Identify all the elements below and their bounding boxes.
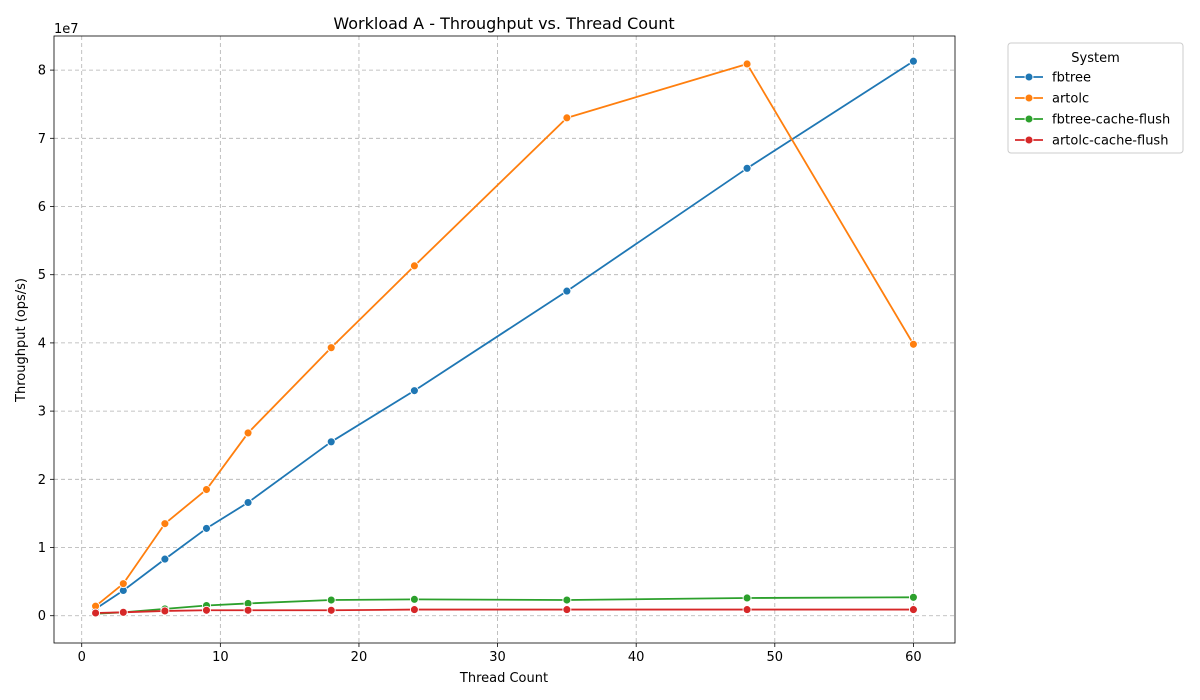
data-point-artolc-cache-flush [91,608,101,618]
series-line-fbtree [95,60,914,610]
data-point-fbtree [243,498,253,507]
legend-label-artolc-cache-flush: artolc-cache-flush [1052,134,1168,149]
data-point-fbtree [562,286,572,296]
series-artolc-cache-flush [91,605,918,618]
data-point-fbtree-cache-flush [409,594,419,604]
data-point-fbtree [409,386,419,396]
series-artolc [91,59,918,611]
legend-marker-fbtree-cache-flush [1024,114,1034,124]
data-point-fbtree-cache-flush [908,592,918,602]
data-point-artolc [409,261,419,271]
data-point-fbtree [202,523,211,533]
legend-item-fbtree: fbtree [1015,71,1091,86]
y-tick-label: 4 [38,336,46,351]
plot-area-frame [53,35,956,644]
y-axis-label: Throughput (ops/s) [14,278,29,403]
legend-marker-fbtree [1024,72,1034,82]
legend-items: fbtree artolc fbtree-cache-flush artolc-cac… [1015,71,1170,149]
y-tick-label: 3 [38,405,46,420]
data-point-fbtree [160,554,170,564]
legend-item-artolc: artolc [1015,92,1089,107]
data-point-artolc [202,485,211,494]
data-point-artolc-cache-flush [908,605,918,615]
data-point-artolc-cache-flush [562,605,572,615]
y-tick-label: 7 [38,132,46,147]
data-point-artolc-cache-flush [243,605,253,615]
data-point-fbtree [326,437,336,447]
legend-marker-artolc-cache-flush [1024,135,1034,145]
data-point-fbtree-cache-flush [326,595,336,605]
series-line-artolc [95,63,915,607]
data-point-artolc [908,339,918,349]
series-fbtree [91,56,918,614]
data-point-artolc-cache-flush [326,605,336,615]
x-axis-label: Thread Count [459,671,548,686]
chart-title: Workload A - Throughput vs. Thread Count [333,14,674,33]
legend-label-fbtree-cache-flush: fbtree-cache-flush [1052,113,1170,128]
legend-label-artolc: artolc [1052,92,1089,107]
x-tick-label: 10 [212,650,229,665]
x-tick-label: 20 [351,650,368,665]
series-line-artolc-cache-flush [95,608,914,614]
data-point-artolc [243,428,253,438]
legend-item-artolc-cache-flush: artolc-cache-flush [1015,134,1168,149]
legend-label-fbtree: fbtree [1052,71,1091,86]
data-point-artolc-cache-flush [742,605,752,615]
series-layer [91,56,918,619]
data-point-fbtree [908,56,918,66]
y-tick-label: 0 [38,609,46,624]
legend-title: System [1071,51,1119,66]
data-point-artolc [742,59,752,69]
x-axis-ticks: 0 10 20 30 40 50 60 [78,643,922,665]
legend-marker-artolc [1024,93,1034,103]
y-tick-label: 1 [38,541,46,556]
grid [54,36,955,643]
y-axis-offset-label: 1e7 [54,22,79,37]
y-tick-label: 2 [38,473,46,488]
data-point-artolc-cache-flush [202,605,211,615]
legend-box [1007,42,1184,154]
data-point-artolc [160,519,170,529]
data-point-fbtree [742,163,752,173]
data-point-artolc [326,343,336,353]
data-point-artolc-cache-flush [160,606,170,616]
series-line-fbtree-cache-flush [95,596,914,615]
data-point-artolc-cache-flush [409,605,419,615]
data-point-fbtree-cache-flush [562,595,572,605]
x-tick-label: 60 [905,650,922,665]
y-axis-ticks: 0 1 2 3 4 5 6 7 8 [38,64,54,624]
data-point-fbtree-cache-flush [742,593,752,603]
x-tick-label: 40 [628,650,645,665]
y-tick-label: 6 [38,200,46,215]
data-point-artolc-cache-flush [118,607,128,617]
y-tick-label: 5 [38,268,46,283]
y-tick-label: 8 [38,64,46,79]
x-tick-label: 30 [489,650,506,665]
data-point-artolc [118,579,128,589]
x-tick-label: 0 [78,650,86,665]
x-tick-label: 50 [767,650,784,665]
legend: System fbtree artolc fbtree-cache-flush art… [1007,42,1184,154]
legend-item-fbtree-cache-flush: fbtree-cache-flush [1015,113,1170,128]
data-point-artolc [562,113,572,123]
